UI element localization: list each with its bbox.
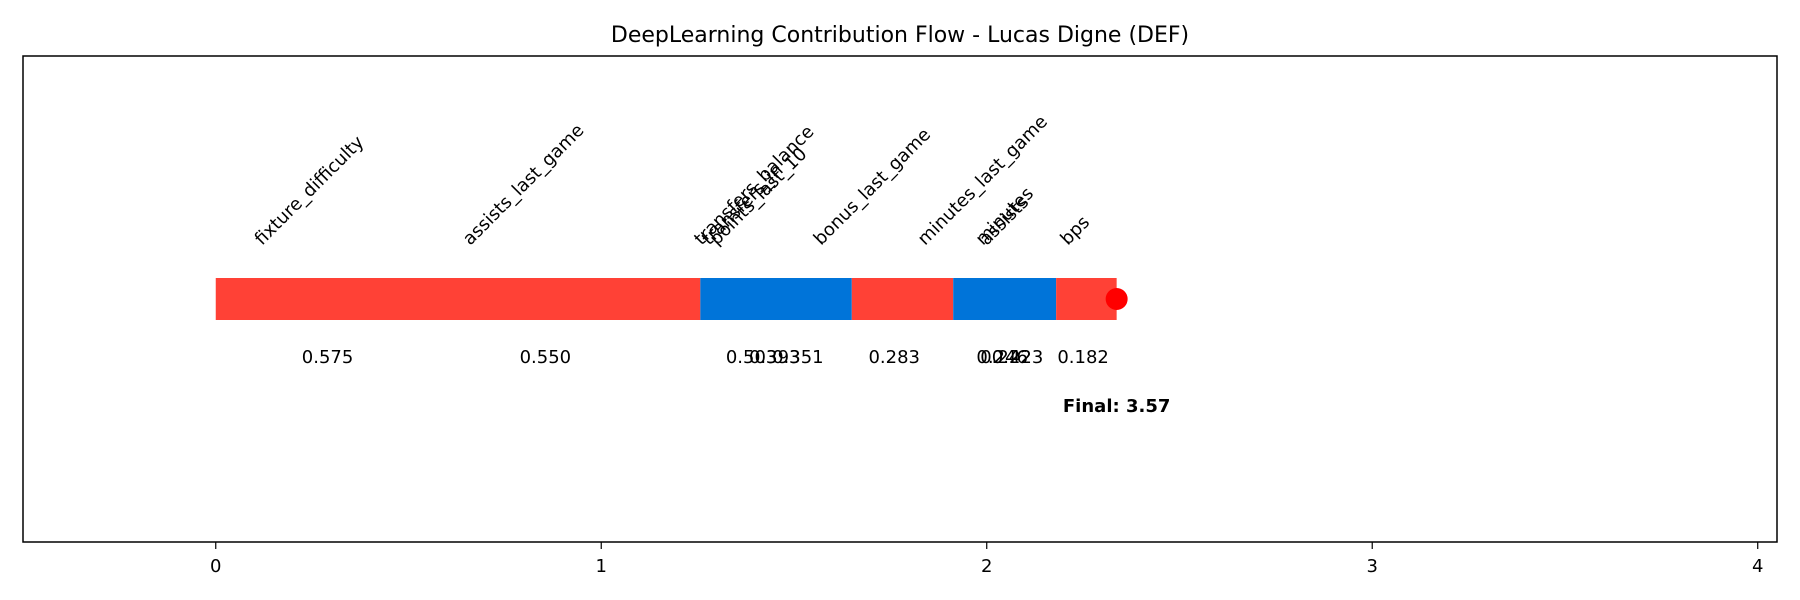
value-label: 0.550 [520, 347, 572, 368]
value-label: 0.242 [980, 347, 1032, 368]
value-label: 0.223 [992, 347, 1044, 368]
labels-layer: fixture_difficulty 0.575 assists_last_game… [251, 111, 1171, 417]
plot-frame [22, 55, 1778, 543]
x-tick-label: 1 [596, 556, 607, 577]
x-tick-label: 0 [210, 556, 221, 577]
plot-area [22, 55, 1778, 543]
contribution-bar-3 [953, 278, 1057, 320]
value-label: 0.575 [302, 347, 354, 368]
x-tick-label: 4 [1752, 556, 1763, 577]
final-marker [1105, 288, 1128, 310]
contribution-bar-2 [851, 278, 954, 320]
feature-label: assists [975, 192, 1033, 250]
x-tick-label: 2 [981, 556, 992, 577]
value-label: 0.351 [772, 347, 824, 368]
contribution-bar-1 [700, 278, 852, 320]
value-label: 0.246 [976, 347, 1028, 368]
feature-label: bps [1056, 212, 1094, 250]
feature-label: fixture_difficulty [251, 132, 369, 250]
x-axis: 0 1 2 3 4 [210, 542, 1763, 577]
value-label: 0.503 [726, 347, 778, 368]
value-label: 0.393 [749, 347, 801, 368]
contribution-bar-0 [215, 278, 701, 320]
value-label: 0.182 [1057, 347, 1109, 368]
value-label: 0.283 [868, 347, 920, 368]
feature-label: points_last_10 [706, 144, 812, 250]
bars-layer [215, 278, 1128, 320]
feature-label: bonus_last_game [810, 124, 935, 249]
x-tick-label: 3 [1367, 556, 1378, 577]
final-label: Final: 3.57 [1063, 396, 1170, 417]
feature-label: assists_last_game [459, 120, 588, 249]
chart-title: DeepLearning Contribution Flow - Lucas D… [611, 23, 1189, 48]
